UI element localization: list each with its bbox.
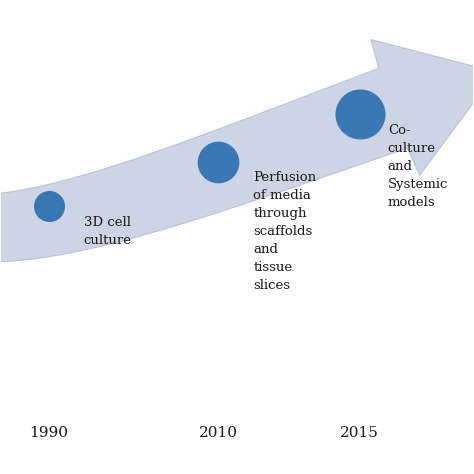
Text: Perfusion
of media
through
scaffolds
and
tissue
slices: Perfusion of media through scaffolds and… — [254, 171, 317, 292]
Text: Co-
culture
and
Systemic
models: Co- culture and Systemic models — [388, 124, 448, 209]
Point — [214, 158, 222, 165]
Polygon shape — [0, 39, 474, 262]
Text: 1990: 1990 — [29, 426, 68, 439]
Point — [356, 111, 363, 118]
Text: 2015: 2015 — [340, 426, 379, 439]
Point — [45, 202, 52, 210]
Text: 3D cell
culture: 3D cell culture — [84, 216, 132, 247]
Text: 2010: 2010 — [199, 426, 237, 439]
